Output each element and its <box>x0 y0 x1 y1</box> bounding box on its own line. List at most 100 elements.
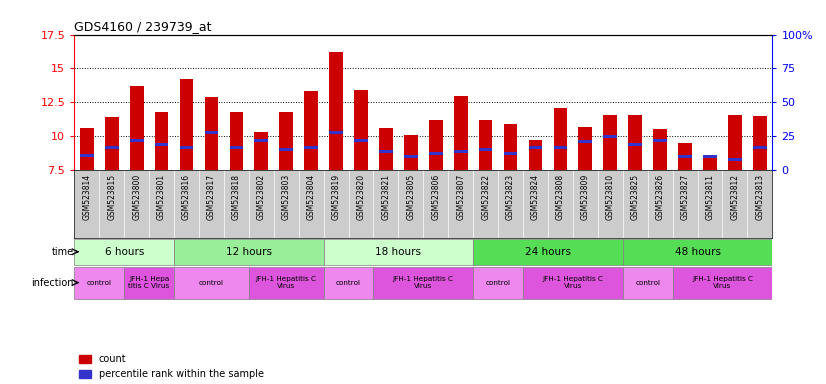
Text: GSM523812: GSM523812 <box>730 174 739 220</box>
Bar <box>105 146 119 149</box>
Bar <box>124 266 174 298</box>
Bar <box>174 239 324 265</box>
Text: GSM523819: GSM523819 <box>331 174 340 220</box>
Text: 48 hours: 48 hours <box>675 247 720 257</box>
Text: 18 hours: 18 hours <box>375 247 421 257</box>
Bar <box>74 239 174 265</box>
Bar <box>205 97 218 170</box>
Text: GSM523810: GSM523810 <box>605 174 615 220</box>
Text: infection: infection <box>31 278 74 288</box>
Bar <box>354 90 368 170</box>
Bar <box>105 117 119 170</box>
Bar <box>279 148 293 151</box>
Bar <box>623 266 672 298</box>
Bar <box>80 154 93 157</box>
Bar <box>473 239 623 265</box>
Bar <box>678 143 692 170</box>
Text: 6 hours: 6 hours <box>105 247 144 257</box>
Text: 12 hours: 12 hours <box>225 247 272 257</box>
Bar <box>703 155 717 158</box>
Bar <box>74 266 124 298</box>
Text: GSM523808: GSM523808 <box>556 174 565 220</box>
Bar <box>728 114 742 170</box>
Text: GSM523805: GSM523805 <box>406 174 415 220</box>
Text: control: control <box>87 280 112 286</box>
Bar <box>473 266 523 298</box>
Text: GSM523813: GSM523813 <box>755 174 764 220</box>
Bar <box>404 135 418 170</box>
Text: GSM523825: GSM523825 <box>631 174 639 220</box>
Bar <box>130 139 144 142</box>
Text: GSM523801: GSM523801 <box>157 174 166 220</box>
Bar <box>623 239 772 265</box>
Text: JFH-1 Hepatitis C
Virus: JFH-1 Hepatitis C Virus <box>256 276 316 289</box>
Bar <box>453 150 468 152</box>
Bar <box>553 108 567 170</box>
Bar <box>404 155 418 158</box>
Text: GSM523820: GSM523820 <box>357 174 366 220</box>
Text: GSM523809: GSM523809 <box>581 174 590 220</box>
Text: GSM523826: GSM523826 <box>656 174 665 220</box>
Text: GSM523804: GSM523804 <box>306 174 316 220</box>
Bar <box>604 114 617 170</box>
Bar <box>254 132 268 170</box>
Bar <box>205 131 218 134</box>
Text: GDS4160 / 239739_at: GDS4160 / 239739_at <box>74 20 211 33</box>
Bar <box>578 140 592 143</box>
Bar <box>604 135 617 138</box>
Text: control: control <box>199 280 224 286</box>
Bar <box>753 116 767 170</box>
Bar <box>230 112 243 170</box>
Bar <box>324 266 373 298</box>
Bar <box>254 139 268 142</box>
Bar <box>279 112 293 170</box>
Text: GSM523824: GSM523824 <box>531 174 540 220</box>
Bar <box>429 120 443 170</box>
Text: GSM523814: GSM523814 <box>83 174 92 220</box>
Text: GSM523818: GSM523818 <box>232 174 241 220</box>
Text: control: control <box>336 280 361 286</box>
Text: GSM523806: GSM523806 <box>431 174 440 220</box>
Bar <box>479 148 492 151</box>
Bar <box>504 152 517 156</box>
Bar <box>553 146 567 149</box>
Text: GSM523827: GSM523827 <box>681 174 690 220</box>
Bar <box>354 139 368 142</box>
Bar <box>154 112 169 170</box>
Text: GSM523811: GSM523811 <box>705 174 714 220</box>
Legend: count, percentile rank within the sample: count, percentile rank within the sample <box>79 354 263 379</box>
Text: GSM523800: GSM523800 <box>132 174 141 220</box>
Bar <box>379 150 393 152</box>
Text: GSM523817: GSM523817 <box>207 174 216 220</box>
Bar <box>479 120 492 170</box>
Text: time: time <box>52 247 74 257</box>
Text: GSM523816: GSM523816 <box>182 174 191 220</box>
Bar <box>578 127 592 170</box>
Bar <box>453 96 468 170</box>
Bar <box>324 239 473 265</box>
Bar <box>529 140 543 170</box>
Bar <box>373 266 473 298</box>
Text: GSM523802: GSM523802 <box>257 174 266 220</box>
Text: control: control <box>486 280 510 286</box>
Bar <box>304 146 318 149</box>
Text: GSM523803: GSM523803 <box>282 174 291 220</box>
Bar <box>653 129 667 170</box>
Text: JFH-1 Hepatitis C
Virus: JFH-1 Hepatitis C Virus <box>393 276 453 289</box>
Text: control: control <box>635 280 660 286</box>
Bar <box>379 128 393 170</box>
Bar <box>653 139 667 142</box>
Text: GSM523823: GSM523823 <box>506 174 515 220</box>
Bar <box>230 146 243 149</box>
Text: JFH-1 Hepa
titis C Virus: JFH-1 Hepa titis C Virus <box>129 276 170 289</box>
Text: 24 hours: 24 hours <box>525 247 571 257</box>
Text: GSM523807: GSM523807 <box>456 174 465 220</box>
Bar <box>629 114 642 170</box>
Bar <box>753 146 767 149</box>
Bar <box>180 79 193 170</box>
Bar <box>330 131 343 134</box>
Bar <box>80 128 93 170</box>
Bar <box>672 266 772 298</box>
Bar <box>154 143 169 146</box>
Bar <box>429 152 443 156</box>
